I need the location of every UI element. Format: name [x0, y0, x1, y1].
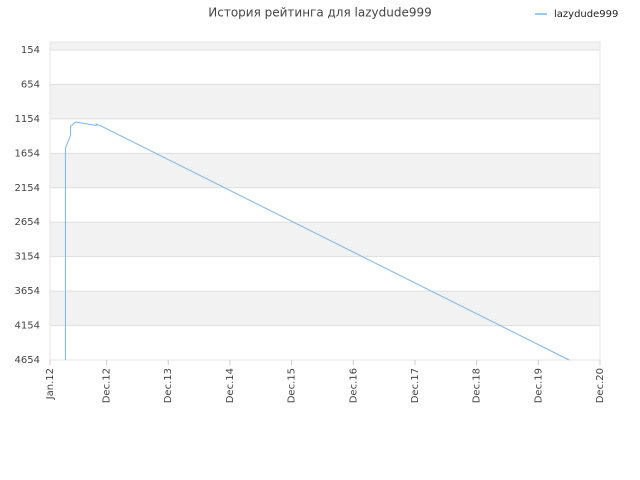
y-tick-label: 1654: [15, 148, 40, 159]
x-tick-label: Dec.19: [533, 368, 544, 403]
y-tick-label: 2154: [15, 183, 40, 194]
x-tick-label: Dec.20: [595, 368, 606, 403]
x-tick-label: Dec.16: [348, 368, 359, 403]
band: [50, 153, 600, 188]
band: [50, 222, 600, 257]
x-tick-label: Jan.12: [45, 368, 56, 400]
x-tick-label: Dec.17: [410, 368, 421, 403]
x-tick-label: Dec.14: [225, 368, 236, 403]
band: [50, 291, 600, 326]
y-tick-label: 654: [21, 79, 40, 90]
y-tick-label: 154: [21, 45, 40, 56]
line: [64, 121, 570, 361]
plot-frame: [49, 41, 601, 361]
y-tick-label: 3654: [15, 286, 40, 297]
legend-label: lazydude999: [554, 9, 618, 20]
y-tick-label: 1154: [15, 114, 40, 125]
chart-title: История рейтинга для lazydude999: [208, 6, 431, 20]
y-tick-label: 4154: [15, 321, 40, 332]
x-tick-label: Dec.13: [163, 368, 174, 403]
y-tick-label: 2654: [15, 217, 40, 228]
x-tick-label: Dec.12: [102, 368, 113, 403]
y-tick-label: 4654: [15, 355, 40, 366]
x-tick-label: Dec.18: [472, 368, 483, 403]
x-tick-label: Dec.15: [287, 368, 298, 403]
y-tick-label: 3154: [15, 252, 40, 263]
band: [50, 42, 600, 50]
band: [50, 84, 600, 119]
